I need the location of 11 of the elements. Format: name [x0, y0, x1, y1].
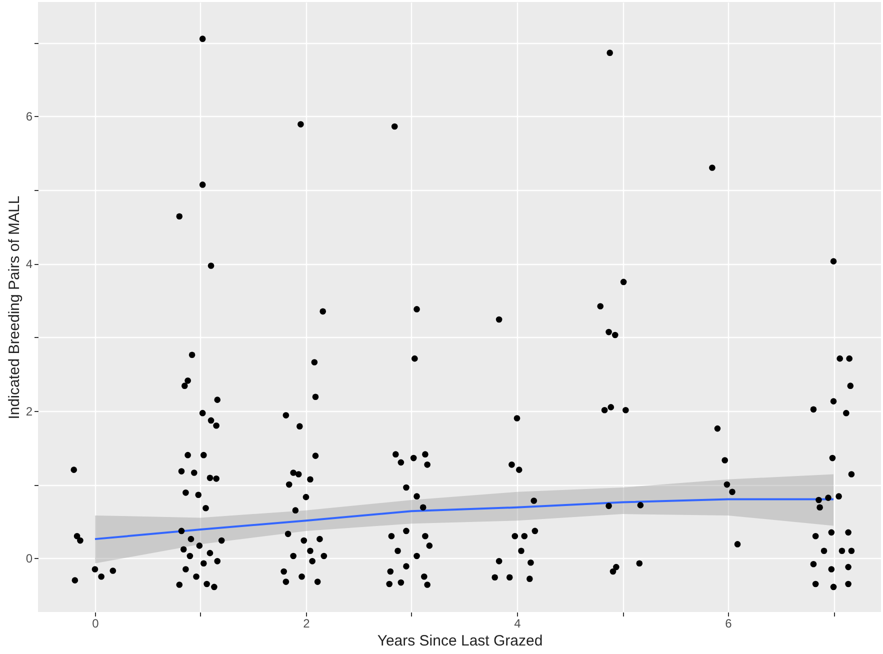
x-tick-label: 2: [303, 616, 310, 630]
line-series: [94, 498, 835, 540]
y-axis-title: Indicated Breeding Pairs of MALL: [6, 196, 23, 420]
x-tick-label: 4: [514, 616, 522, 630]
y-tick-label: 6: [26, 110, 33, 124]
x-tick-label: 0: [92, 616, 100, 630]
y-tick-label: 0: [26, 552, 33, 566]
x-tick-label: 6: [725, 616, 732, 630]
y-tick-label: 4: [26, 257, 33, 272]
y-tick-label: 2: [26, 404, 33, 418]
x-axis-title: Years Since Last Grazed: [377, 632, 543, 650]
